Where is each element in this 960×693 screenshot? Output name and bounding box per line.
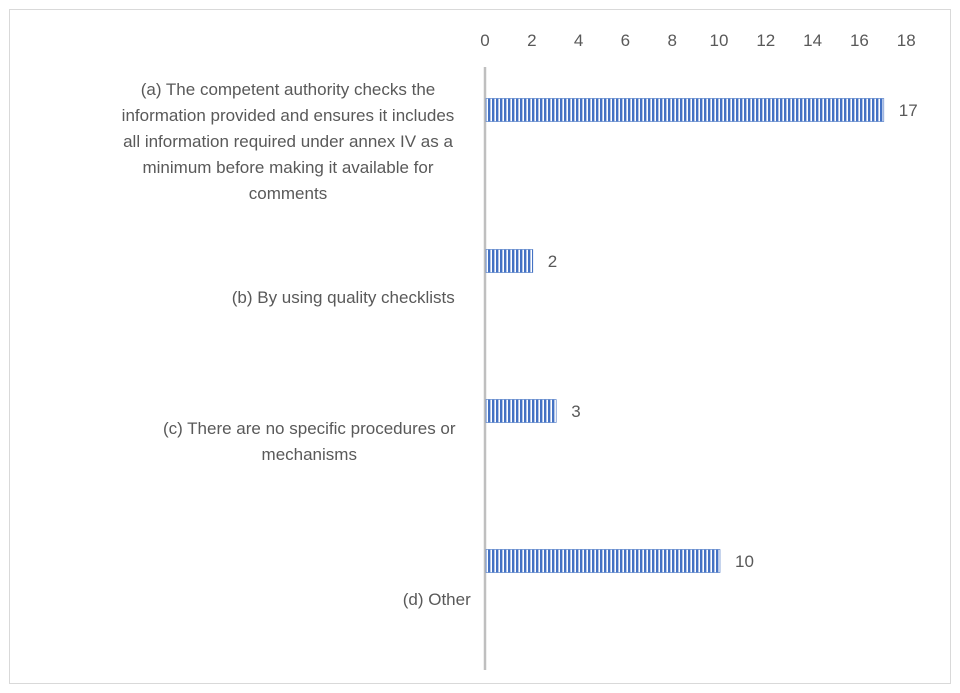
category-label-line: comments — [249, 184, 327, 203]
category-label-line: (c) There are no specific procedures or — [163, 419, 456, 438]
data-label: 3 — [571, 402, 580, 421]
bars — [485, 98, 885, 573]
category-label: (b) By using quality checklists — [232, 288, 455, 307]
category-label-line: (a) The competent authority checks the — [141, 80, 436, 99]
x-tick-label: 0 — [480, 31, 489, 50]
category-label-line: information provided and ensures it incl… — [122, 106, 455, 125]
x-tick-label: 18 — [897, 31, 916, 50]
bar — [485, 98, 885, 122]
bar — [485, 399, 557, 423]
category-label: (c) There are no specific procedures or m… — [163, 419, 456, 464]
category-label: (d) Other — [403, 590, 471, 609]
x-tick-label: 16 — [850, 31, 869, 50]
x-tick-label: 2 — [527, 31, 536, 50]
data-label: 17 — [899, 101, 918, 120]
category-label-line: (d) Other — [403, 590, 471, 609]
x-tick-label: 6 — [621, 31, 630, 50]
category-label-line: mechanisms — [262, 445, 357, 464]
category-label: (a) The competent authority checks the in… — [122, 80, 455, 203]
category-labels: (a) The competent authority checks the in… — [122, 80, 471, 609]
data-labels: 17 2 3 10 — [548, 101, 918, 571]
x-tick-label: 8 — [667, 31, 676, 50]
category-label-line: all information required under annex IV … — [123, 132, 453, 151]
x-tick-label: 14 — [803, 31, 822, 50]
data-label: 10 — [735, 552, 754, 571]
x-axis-tick-labels: 0 2 4 6 8 10 12 14 16 18 — [480, 31, 915, 50]
bar — [485, 249, 534, 273]
category-label-line: minimum before making it available for — [142, 158, 433, 177]
x-tick-label: 4 — [574, 31, 583, 50]
bar — [485, 549, 721, 573]
x-tick-label: 12 — [756, 31, 775, 50]
x-tick-label: 10 — [710, 31, 729, 50]
category-label-line: (b) By using quality checklists — [232, 288, 455, 307]
data-label: 2 — [548, 252, 557, 271]
